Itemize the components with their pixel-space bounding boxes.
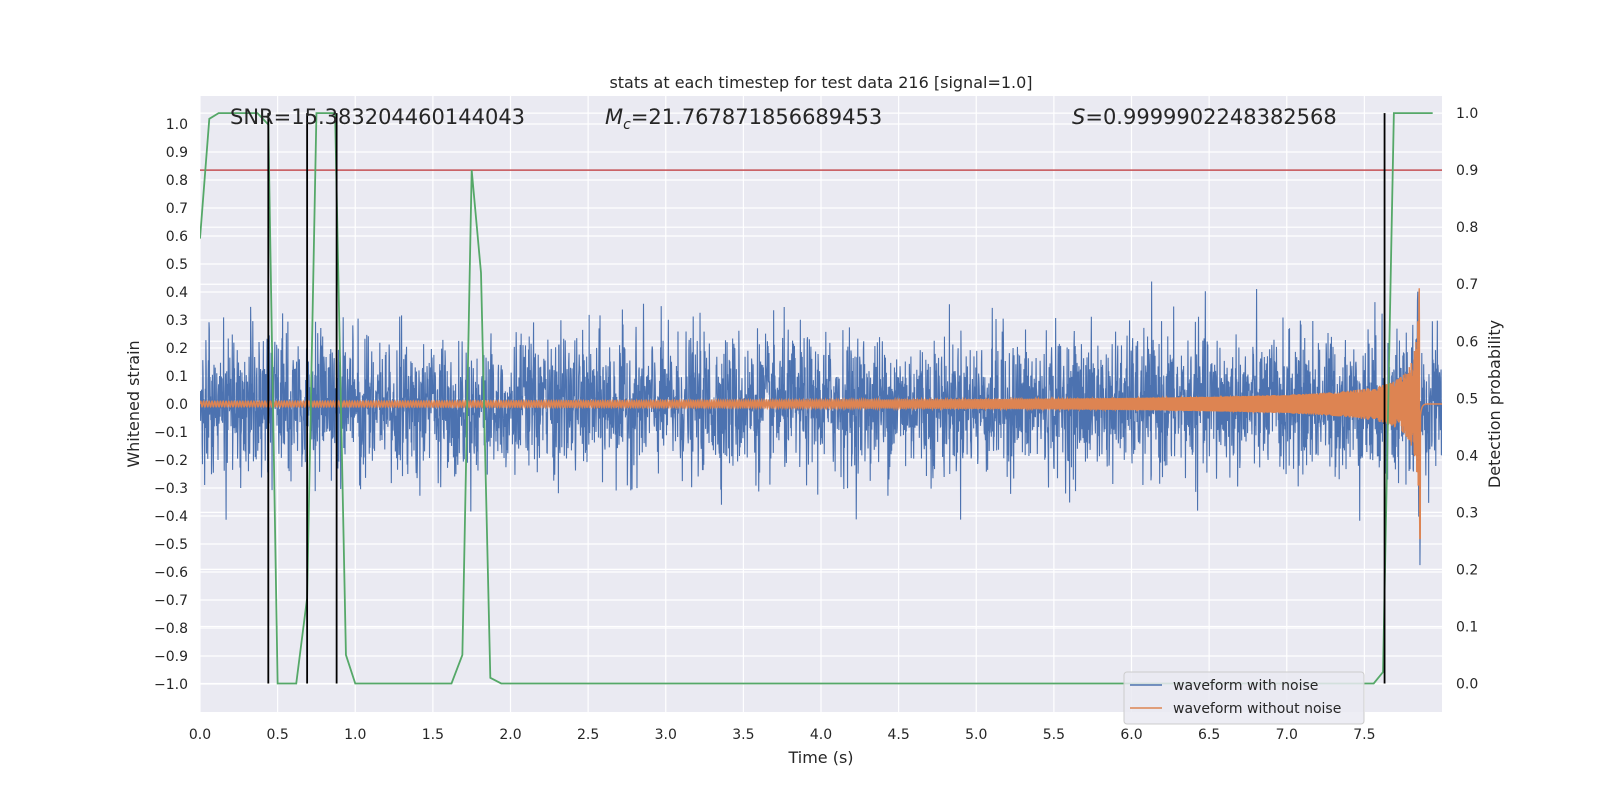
y-left-tick-label: 0.9 (166, 145, 188, 161)
x-tick-label: 5.5 (1043, 727, 1065, 743)
x-tick-label: 1.5 (422, 727, 444, 743)
x-axis-label: Time (s) (787, 748, 853, 767)
y-right-tick-label: 0.3 (1456, 505, 1478, 521)
y-left-tick-label: −0.7 (154, 593, 188, 609)
y-left-tick-label: 0.8 (166, 173, 188, 189)
x-tick-label: 0.0 (189, 727, 211, 743)
series-detection-probability (200, 112, 1433, 685)
y-right-tick-label: 0.1 (1456, 619, 1478, 635)
y-right-tick-label: 0.0 (1456, 676, 1478, 692)
y-right-tick-label: 0.2 (1456, 562, 1478, 578)
series-waveform-with-noise (200, 281, 1442, 566)
y-left-tick-label: 0.7 (166, 201, 188, 217)
x-tick-label: 3.0 (655, 727, 677, 743)
y-right-tick-label: 0.7 (1456, 277, 1478, 293)
x-tick-label: 4.5 (887, 727, 909, 743)
chirp-mass-symbol: M (605, 105, 623, 129)
chirp-mass-value: =21.767871856689453 (631, 105, 882, 129)
y-left-tick-label: 1.0 (166, 117, 188, 133)
x-tick-label: 2.0 (499, 727, 521, 743)
y-left-tick-label: 0.5 (166, 257, 188, 273)
y-right-tick-label: 0.8 (1456, 220, 1478, 236)
x-tick-label: 6.5 (1198, 727, 1220, 743)
plot-layer (200, 112, 1442, 685)
y-right-tick-label: 1.0 (1456, 106, 1478, 122)
x-tick-label: 7.5 (1353, 727, 1375, 743)
y-right-tick-label: 0.5 (1456, 391, 1478, 407)
y-left-tick-label: 0.0 (166, 397, 188, 413)
snr-annotation: SNR=15.383204460144043 (230, 105, 525, 129)
y-left-tick-labels: −1.0 −0.9 −0.8 −0.7 −0.6 −0.5 −0.4 −0.3 −0.2 −0.1… (154, 117, 188, 693)
series-waveform-without-noise (200, 288, 1442, 540)
y-left-tick-label: −0.6 (154, 565, 188, 581)
x-tick-label: 1.0 (344, 727, 366, 743)
legend: waveform with noise waveform without noi… (1123, 671, 1365, 725)
y-left-tick-label: 0.2 (166, 341, 188, 357)
y-left-axis-label: Whitened strain (124, 340, 143, 467)
legend-label-clean: waveform without noise (1173, 701, 1341, 717)
chirp-mass-annotation: Mc=21.767871856689453 (605, 105, 882, 133)
y-left-tick-label: 0.1 (166, 369, 188, 385)
y-right-tick-label: 0.6 (1456, 334, 1478, 350)
y-left-tick-label: −1.0 (154, 677, 188, 693)
x-tick-label: 2.5 (577, 727, 599, 743)
legend-label-noisy: waveform with noise (1173, 678, 1318, 694)
y-left-tick-label: 0.4 (166, 285, 188, 301)
y-right-tick-labels: 0.0 0.1 0.2 0.3 0.4 0.5 0.6 0.7 0.8 0.9 1.0 (1456, 106, 1478, 692)
y-left-tick-label: 0.6 (166, 229, 188, 245)
score-annotation: S=0.9999902248382568 (1072, 105, 1337, 129)
score-value: =0.9999902248382568 (1085, 105, 1336, 129)
x-tick-label: 6.0 (1120, 727, 1142, 743)
y-left-tick-label: −0.2 (154, 453, 188, 469)
chart-title: stats at each timestep for test data 216… (609, 73, 1032, 92)
legend-box (1123, 671, 1365, 725)
y-right-tick-label: 0.9 (1456, 163, 1478, 179)
score-symbol: S (1072, 105, 1085, 129)
x-tick-label: 7.0 (1276, 727, 1298, 743)
x-tick-label: 3.5 (732, 727, 754, 743)
y-left-tick-label: −0.8 (154, 621, 188, 637)
y-left-tick-label: −0.4 (154, 509, 188, 525)
x-tick-label: 0.5 (266, 727, 288, 743)
y-left-tick-label: −0.5 (154, 537, 188, 553)
x-tick-label: 4.0 (810, 727, 832, 743)
y-left-tick-label: −0.9 (154, 649, 188, 665)
y-right-axis-label: Detection probability (1485, 320, 1504, 488)
y-left-tick-label: 0.3 (166, 313, 188, 329)
y-left-tick-label: −0.1 (154, 425, 188, 441)
x-tick-label: 5.0 (965, 727, 987, 743)
chirp-mass-subscript: c (623, 117, 631, 133)
y-left-tick-label: −0.3 (154, 481, 188, 497)
x-tick-labels: 0.0 0.5 1.0 1.5 2.0 2.5 3.0 3.5 4.0 4.5 5.0 5.5 6.0 6… (189, 727, 1376, 743)
y-right-tick-label: 0.4 (1456, 448, 1478, 464)
